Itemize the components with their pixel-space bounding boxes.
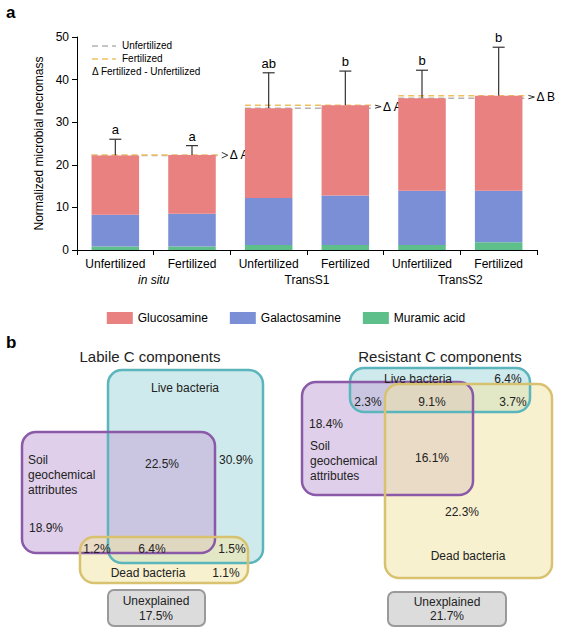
svg-text:Unfertilized: Unfertilized <box>239 257 299 271</box>
svg-text:Fertilized: Fertilized <box>474 257 523 271</box>
svg-text:2.3%: 2.3% <box>354 395 382 409</box>
svg-text:Labile C components: Labile C components <box>80 348 221 365</box>
svg-text:21.7%: 21.7% <box>430 609 464 623</box>
svg-text:Unfertilized: Unfertilized <box>122 40 172 51</box>
svg-text:attributes: attributes <box>310 469 359 483</box>
svg-text:Unfertilized: Unfertilized <box>85 257 145 271</box>
svg-text:0: 0 <box>62 243 69 257</box>
svg-text:Live bacteria: Live bacteria <box>384 372 452 386</box>
svg-text:Normalized microbial necromass: Normalized microbial necromass <box>32 56 46 230</box>
svg-text:16.1%: 16.1% <box>415 451 449 465</box>
svg-text:Dead bacteria: Dead bacteria <box>431 549 506 563</box>
svg-text:3.7%: 3.7% <box>499 395 527 409</box>
svg-text:a: a <box>112 122 120 137</box>
svg-text:geochemical: geochemical <box>310 454 377 468</box>
svg-text:22.5%: 22.5% <box>145 457 179 471</box>
svg-text:30: 30 <box>56 115 70 129</box>
svg-text:attributes: attributes <box>28 483 77 497</box>
svg-text:Soil: Soil <box>310 439 330 453</box>
svg-text:50: 50 <box>56 30 70 44</box>
svg-text:ab: ab <box>261 56 275 71</box>
svg-text:Δ Fertilized - Unfertilized: Δ Fertilized - Unfertilized <box>92 66 200 77</box>
svg-text:1.2%: 1.2% <box>83 542 111 556</box>
svg-text:Muramic acid: Muramic acid <box>394 311 465 325</box>
svg-text:9.1%: 9.1% <box>418 395 446 409</box>
svg-text:6.4%: 6.4% <box>138 542 166 556</box>
svg-text:Soil: Soil <box>28 453 48 467</box>
svg-text:Fertilized: Fertilized <box>321 257 370 271</box>
svg-text:Unfertilized: Unfertilized <box>392 257 452 271</box>
svg-text:20: 20 <box>56 158 70 172</box>
svg-text:TransS1: TransS1 <box>285 273 330 287</box>
svg-text:b: b <box>6 333 16 352</box>
svg-text:18.4%: 18.4% <box>309 417 343 431</box>
svg-text:6.4%: 6.4% <box>494 372 522 386</box>
svg-text:Fertilized: Fertilized <box>168 257 217 271</box>
svg-text:10: 10 <box>56 200 70 214</box>
svg-text:b: b <box>495 30 502 45</box>
svg-text:1.5%: 1.5% <box>218 542 246 556</box>
svg-text:b: b <box>342 54 349 69</box>
svg-text:Unexplained: Unexplained <box>123 594 190 608</box>
svg-text:Unexplained: Unexplained <box>414 595 481 609</box>
svg-text:a: a <box>6 3 16 22</box>
svg-text:Δ AB: Δ AB <box>383 99 410 114</box>
svg-text:40: 40 <box>56 73 70 87</box>
svg-text:b: b <box>418 53 425 68</box>
svg-text:Galactosamine: Galactosamine <box>261 311 341 325</box>
svg-text:17.5%: 17.5% <box>139 609 173 623</box>
svg-text:Δ A: Δ A <box>229 148 249 163</box>
svg-text:a: a <box>188 129 196 144</box>
svg-text:Fertilized: Fertilized <box>122 53 163 64</box>
svg-text:Resistant C components: Resistant C components <box>358 348 521 365</box>
svg-text:Live bacteria: Live bacteria <box>151 381 219 395</box>
svg-text:Dead bacteria: Dead bacteria <box>111 566 186 580</box>
svg-text:1.1%: 1.1% <box>212 566 240 580</box>
svg-text:Δ B: Δ B <box>536 90 555 104</box>
svg-text:30.9%: 30.9% <box>219 453 253 467</box>
svg-text:22.3%: 22.3% <box>445 505 479 519</box>
svg-text:Glucosamine: Glucosamine <box>138 311 208 325</box>
svg-text:TransS2: TransS2 <box>438 273 483 287</box>
svg-text:geochemical: geochemical <box>28 468 95 482</box>
svg-text:18.9%: 18.9% <box>29 521 63 535</box>
svg-text:in situ: in situ <box>138 273 170 287</box>
